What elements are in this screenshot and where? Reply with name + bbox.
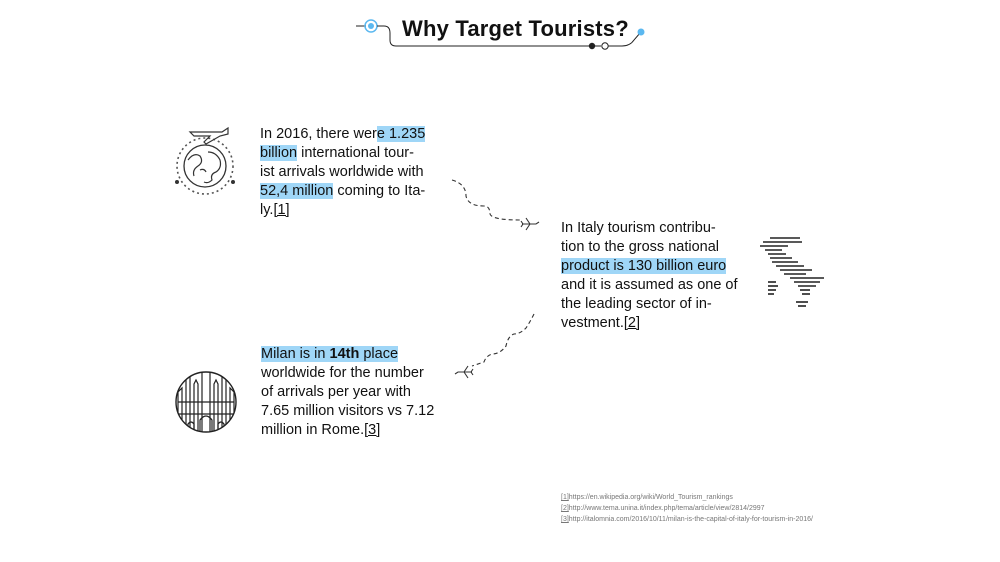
- title-decoration: [356, 19, 645, 50]
- dashed-route-bottom: [471, 313, 535, 367]
- highlight: Milan is in 14th place: [261, 346, 399, 362]
- highlight: billion: [260, 145, 298, 161]
- footnote-link[interactable]: http://www.tema.unina.it/index.php/tema/…: [568, 505, 765, 512]
- footnote: [2]http://www.tema.unina.it/index.php/te…: [561, 505, 765, 512]
- reference-link-2[interactable]: [2]: [623, 315, 640, 331]
- dashed-route-top: [451, 179, 521, 221]
- footnote-link[interactable]: https://en.wikipedia.org/wiki/World_Tour…: [568, 494, 733, 501]
- italy-map-icon: [760, 237, 824, 307]
- milan-ranking-text: Milan is in 14th place worldwide for the…: [261, 346, 435, 438]
- plane-icon: [454, 365, 474, 379]
- milan-cathedral-icon: [175, 371, 237, 433]
- reference-link-3[interactable]: [3]: [364, 422, 381, 438]
- footnote-link[interactable]: http://italomnia.com/2016/10/11/milan-is…: [568, 516, 813, 523]
- highlight: product is 130 billion euro: [561, 258, 727, 274]
- page-title: Why Target Tourists?: [402, 16, 629, 41]
- highlight: 52,4 million: [260, 183, 334, 199]
- footnote: [1]https://en.wikipedia.org/wiki/World_T…: [561, 494, 733, 501]
- footnotes: [1]https://en.wikipedia.org/wiki/World_T…: [561, 492, 813, 525]
- reference-link-1[interactable]: [1]: [273, 202, 290, 218]
- world-tourism-text: In 2016, there were 1.235 billion intern…: [260, 126, 426, 218]
- italy-gdp-text: In Italy tourism contribu- tion to the g…: [561, 220, 738, 331]
- highlight: e 1.235: [376, 126, 426, 142]
- footnote: [3]http://italomnia.com/2016/10/11/milan…: [561, 516, 813, 523]
- plane-icon: [520, 217, 540, 231]
- globe-plane-icon: [175, 126, 235, 195]
